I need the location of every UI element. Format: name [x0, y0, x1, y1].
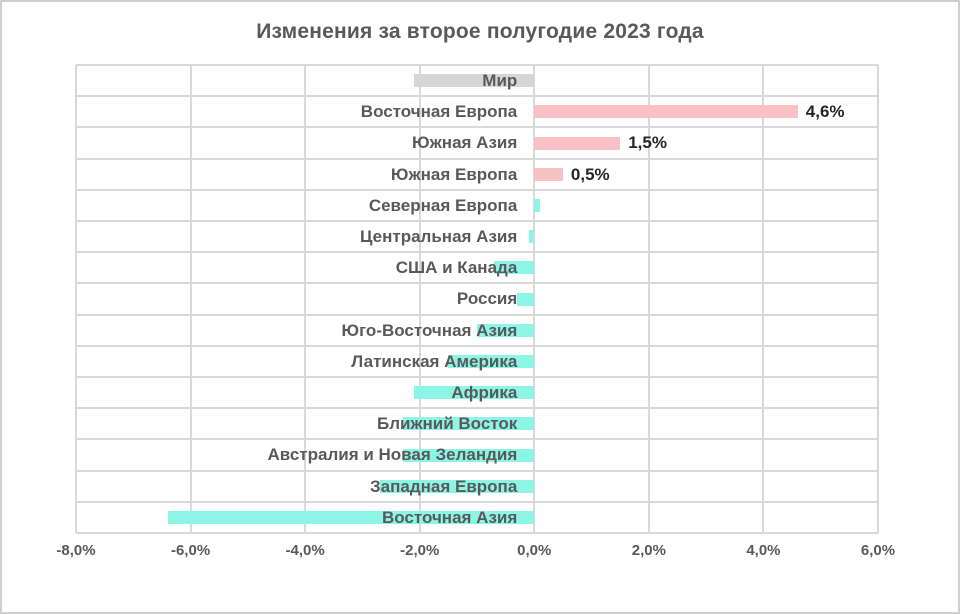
chart-bar — [413, 386, 535, 400]
category-label: Россия — [456, 289, 518, 309]
vertical-gridline — [189, 65, 192, 533]
x-axis-tick-label: 2,0% — [631, 542, 666, 559]
vertical-gridline — [304, 65, 307, 533]
bar-data-label: 0,5% — [570, 164, 610, 184]
x-axis-tick-label: -4,0% — [285, 542, 325, 559]
vertical-gridline — [647, 65, 650, 533]
x-axis-tick-label: 0,0% — [517, 542, 552, 559]
horizontal-gridline — [76, 282, 878, 285]
category-label: Ближний Восток — [376, 414, 518, 434]
category-label: Австралия и Новая Зеландия — [267, 445, 518, 465]
vertical-gridline — [533, 65, 536, 533]
horizontal-gridline — [76, 344, 878, 347]
bar-data-label: 1,5% — [628, 133, 667, 153]
category-label: Латинская Америка — [351, 351, 518, 371]
horizontal-gridline — [76, 64, 878, 66]
horizontal-gridline — [76, 126, 878, 129]
horizontal-gridline — [76, 376, 878, 378]
horizontal-gridline — [76, 220, 878, 222]
horizontal-gridline — [76, 407, 878, 410]
category-label: Восточная Азия — [381, 507, 518, 527]
vertical-gridline — [75, 65, 77, 533]
x-axis-tick-label: -2,0% — [400, 542, 440, 559]
chart-bar — [402, 417, 535, 431]
chart-bar — [534, 136, 621, 150]
horizontal-gridline — [76, 313, 878, 316]
category-label: США и Канада — [395, 258, 518, 278]
chart-bar — [517, 292, 535, 306]
chart-bar — [528, 230, 535, 244]
chart-bar — [534, 198, 540, 212]
category-label: Центральная Азия — [360, 227, 518, 246]
horizontal-gridline — [76, 500, 878, 503]
vertical-gridline — [418, 65, 421, 533]
vertical-gridline — [877, 65, 879, 533]
chart-bar — [448, 354, 535, 368]
x-axis-tick-label: 6,0% — [860, 542, 896, 559]
chart-bar — [167, 510, 535, 524]
chart-bar — [379, 479, 535, 493]
horizontal-gridline — [76, 469, 878, 472]
vertical-gridline — [762, 65, 765, 533]
category-label: Африка — [451, 383, 518, 402]
category-label: Восточная Европа — [360, 102, 518, 122]
horizontal-gridline — [76, 188, 878, 191]
category-label: Северная Европа — [368, 195, 518, 215]
chart-bar — [413, 74, 535, 88]
horizontal-gridline — [76, 251, 878, 254]
plot-area: Мир Восточная Европа Южная Азия Южная Европ… — [75, 64, 879, 534]
chart-bar — [534, 167, 563, 181]
category-label: Западная Европа — [370, 476, 518, 496]
category-label: Мир — [482, 71, 518, 90]
horizontal-gridline — [76, 438, 878, 441]
chart-bar — [534, 105, 798, 119]
chart-bar — [494, 261, 535, 275]
category-label: Юго-Восточная Азия — [341, 320, 518, 340]
category-label: Южная Азия — [412, 133, 518, 153]
horizontal-gridline — [76, 157, 878, 160]
bar-data-label: 4,6% — [805, 102, 845, 122]
x-axis-tick-label: -8,0% — [56, 542, 96, 559]
chart-bar — [477, 323, 535, 337]
x-axis: -8,0% -6,0% -4,0% -2,0% 0,0% 2,0% 4,0% 6,0% — [56, 542, 895, 566]
x-axis-tick-label: -6,0% — [170, 542, 211, 559]
chart-bar — [402, 448, 535, 462]
chart-title: Изменения за второе полугодие 2023 года — [256, 20, 704, 43]
horizontal-gridline — [76, 532, 878, 534]
horizontal-gridline — [76, 95, 878, 98]
category-label: Южная Европа — [390, 164, 518, 184]
x-axis-tick-label: 4,0% — [746, 542, 781, 559]
